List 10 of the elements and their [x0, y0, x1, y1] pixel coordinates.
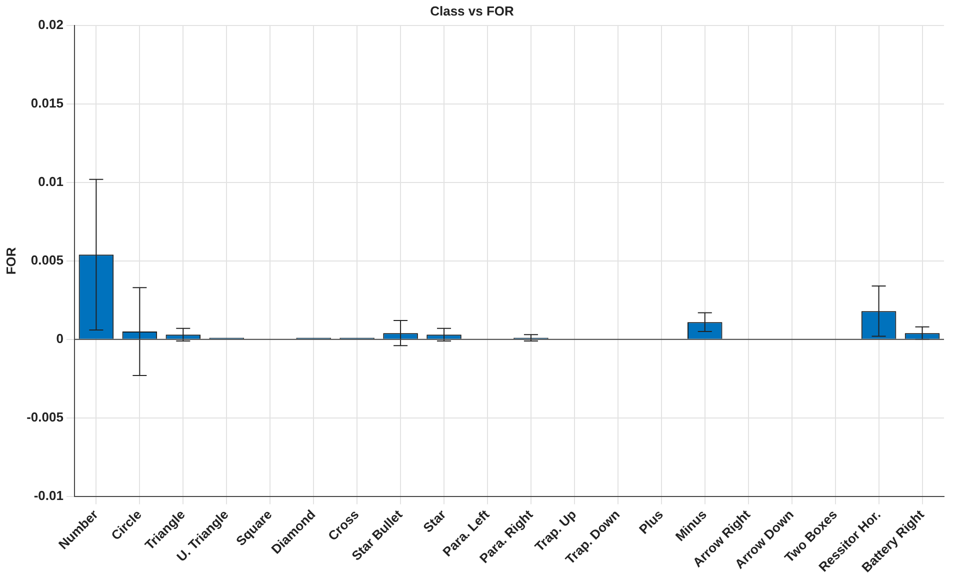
y-tick-label: 0 — [56, 330, 64, 346]
chart-title: Class vs FOR — [430, 3, 515, 18]
y-tick-label: -0.005 — [26, 409, 64, 424]
y-tick-label: -0.01 — [34, 488, 64, 503]
x-tick-label: Star — [420, 506, 449, 536]
y-tick-label: 0.02 — [38, 17, 64, 32]
y-tick-label: 0.01 — [38, 174, 64, 190]
y-tick-label: 0.005 — [30, 252, 64, 268]
y-tick-label: 0.015 — [30, 96, 64, 111]
y-axis-title: FOR — [3, 246, 18, 275]
